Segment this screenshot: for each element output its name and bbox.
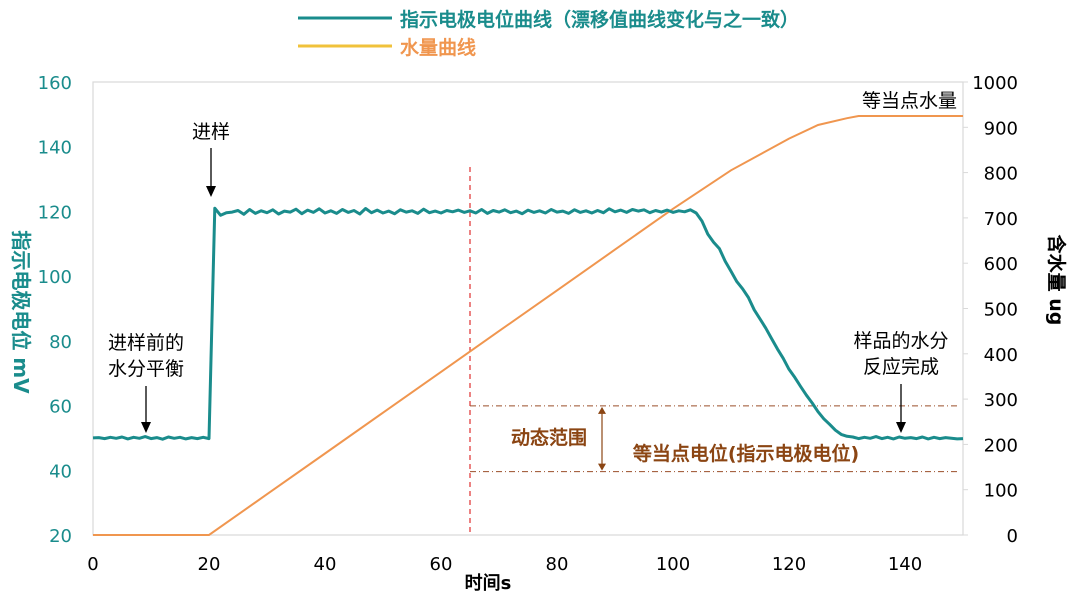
annotation-endpoint-water: 等当点水量 (862, 90, 957, 112)
plot-frame (92, 81, 964, 536)
y-right-tick-label: 100 (984, 481, 1018, 502)
y-left-tick-label: 100 (38, 267, 72, 288)
x-tick-label: 0 (87, 554, 98, 575)
annotation-sample-in: 进样 (192, 121, 230, 143)
series-potential-line (92, 206, 964, 441)
y-right-tick-label: 900 (984, 118, 1018, 139)
y-left-axis-title: 指示电极电位 mV (9, 230, 33, 394)
y-left-tick-label: 140 (38, 138, 72, 159)
legend-label-water: 水量曲线 (400, 36, 476, 59)
y-left-tick-label: 60 (49, 397, 72, 418)
y-left-tick-label: 20 (49, 526, 72, 547)
y-right-tick-label: 200 (984, 435, 1018, 456)
annotation-reaction-done-line1: 样品的水分 (853, 330, 948, 352)
y-right-tick-label: 300 (984, 390, 1018, 411)
y-left-tick-label: 80 (49, 332, 72, 353)
y-right-tick-label: 700 (984, 209, 1018, 230)
y-right-tick-label: 600 (984, 254, 1018, 275)
y-right-tick-label: 800 (984, 164, 1018, 185)
x-tick-label: 100 (656, 554, 690, 575)
arrow-reaction-done (896, 384, 906, 433)
y-left-tick-label: 40 (49, 461, 72, 482)
legend: 指示电极电位曲线（漂移值曲线变化与之一致） 水量曲线 (298, 8, 799, 59)
arrow-pre-balance (141, 386, 151, 433)
x-axis: 0 20 40 60 80 100 120 140 (87, 554, 922, 575)
x-axis-title: 时间s (465, 573, 512, 594)
annotation-pre-balance-line2: 水分平衡 (108, 358, 184, 380)
y-right-axis-title: 含水量 ug (1045, 235, 1068, 326)
arrow-sample-in (206, 148, 216, 197)
x-tick-label: 40 (314, 554, 337, 575)
x-tick-label: 60 (430, 554, 453, 575)
left-axis: 20 40 60 80 100 120 140 160 (38, 73, 72, 547)
x-tick-label: 120 (772, 554, 806, 575)
annotation-endpoint-potential: 等当点电位(指示电极电位) (632, 442, 859, 465)
y-right-tick-label: 500 (984, 300, 1018, 321)
y-left-tick-label: 120 (38, 202, 72, 223)
x-tick-label: 80 (546, 554, 569, 575)
annotation-reaction-done-line2: 反应完成 (863, 356, 939, 378)
y-right-tick-label: 0 (1007, 526, 1018, 547)
y-left-tick-label: 160 (38, 73, 72, 94)
annotation-dynamic-range: 动态范围 (511, 426, 587, 449)
legend-label-potential: 指示电极电位曲线（漂移值曲线变化与之一致） (400, 8, 799, 31)
x-tick-label: 20 (198, 554, 221, 575)
annotation-pre-balance-line1: 进样前的 (108, 332, 184, 354)
series-water-line (93, 115, 963, 536)
y-right-tick-label: 1000 (972, 73, 1018, 94)
y-right-tick-label: 400 (984, 345, 1018, 366)
dynamic-range-arrow (598, 406, 606, 471)
right-axis: 0 100 200 300 400 500 600 700 800 900 1000 (963, 73, 1018, 547)
x-tick-label: 140 (888, 554, 922, 575)
